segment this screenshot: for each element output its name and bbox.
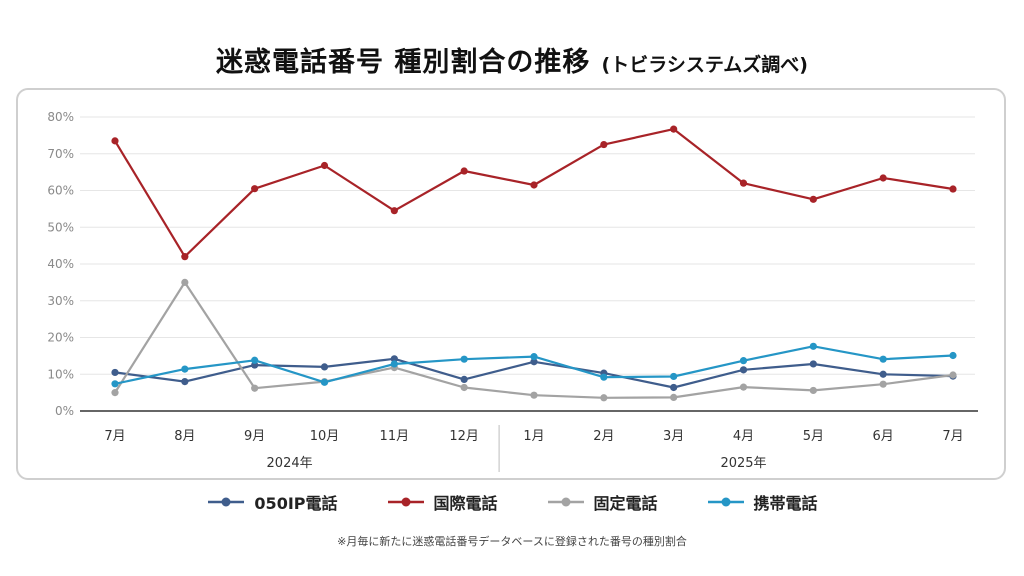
data-point bbox=[390, 360, 398, 368]
data-point bbox=[530, 353, 538, 361]
y-tick-label: 50% bbox=[47, 220, 74, 234]
chart-title-row: 迷惑電話番号 種別割合の推移 (トビラシステムズ調べ) bbox=[0, 40, 1024, 79]
data-point bbox=[949, 185, 957, 193]
y-tick-label: 0% bbox=[55, 404, 74, 418]
y-tick-label: 30% bbox=[47, 294, 74, 308]
x-tick-label: 10月 bbox=[310, 429, 340, 444]
x-tick-label: 12月 bbox=[449, 429, 479, 444]
series-line bbox=[114, 281, 954, 399]
data-point bbox=[670, 372, 678, 381]
data-point bbox=[251, 185, 259, 193]
legend-swatch bbox=[387, 497, 424, 507]
legend-label: 携帯電話 bbox=[753, 494, 818, 513]
y-tick-label: 10% bbox=[47, 367, 74, 381]
chart-subtitle: (トビラシステムズ調べ) bbox=[601, 54, 808, 76]
legend-item: 固定電話 bbox=[546, 490, 658, 514]
chart-title: 迷惑電話番号 種別割合の推移 bbox=[216, 47, 591, 78]
data-point bbox=[320, 378, 329, 386]
data-point bbox=[111, 380, 119, 388]
legend-label: 固定電話 bbox=[593, 494, 658, 513]
data-point bbox=[739, 366, 748, 374]
data-point bbox=[809, 386, 817, 395]
x-tick-label: 5月 bbox=[803, 429, 824, 444]
y-tick-label: 70% bbox=[47, 147, 74, 161]
legend-item: 携帯電話 bbox=[706, 490, 818, 514]
year-label: 2024年 bbox=[267, 456, 313, 471]
data-point bbox=[809, 195, 817, 203]
data-point bbox=[460, 167, 468, 175]
legend-label: 国際電話 bbox=[433, 494, 498, 513]
data-point bbox=[949, 371, 957, 379]
data-point bbox=[809, 360, 817, 368]
line-chart: 0% 10% 20% 30% 40% 50% 60% 70% 80% 7月 8月 9月 10月 11月 12… bbox=[47, 110, 978, 472]
data-point bbox=[320, 363, 329, 371]
y-tick-label: 40% bbox=[47, 257, 74, 271]
data-point bbox=[670, 393, 678, 402]
data-point bbox=[600, 394, 608, 402]
data-point bbox=[879, 174, 887, 182]
data-point bbox=[739, 383, 748, 391]
data-point bbox=[251, 356, 259, 364]
legend-item: 050IP電話 bbox=[206, 490, 338, 514]
data-point bbox=[670, 383, 678, 392]
footnote: ※月毎に新たに迷惑電話番号データベースに登録された番号の種別割合 bbox=[337, 535, 687, 548]
data-point bbox=[181, 278, 189, 286]
data-point bbox=[460, 375, 468, 383]
data-point bbox=[530, 391, 538, 399]
data-point bbox=[739, 179, 748, 187]
data-point bbox=[111, 137, 119, 145]
x-tick-label: 9月 bbox=[244, 429, 265, 444]
series-line bbox=[114, 128, 954, 258]
data-point bbox=[530, 358, 538, 366]
legend-item: 国際電話 bbox=[386, 490, 498, 514]
data-point bbox=[111, 389, 119, 397]
x-tick-label: 4月 bbox=[733, 429, 754, 444]
data-point bbox=[181, 378, 189, 386]
data-point bbox=[670, 125, 678, 133]
x-tick-label: 2月 bbox=[593, 429, 614, 444]
legend-swatch bbox=[707, 497, 744, 507]
legend-label: 050IP電話 bbox=[254, 494, 338, 513]
chart-panel bbox=[16, 88, 1006, 480]
x-tick-label: 8月 bbox=[174, 429, 195, 444]
data-point bbox=[251, 384, 259, 392]
x-tick-label: 11月 bbox=[380, 429, 410, 444]
data-point bbox=[530, 181, 538, 189]
data-point bbox=[460, 355, 468, 363]
legend-swatch bbox=[208, 497, 245, 507]
data-point bbox=[181, 365, 189, 373]
data-point bbox=[600, 373, 608, 381]
data-point bbox=[600, 140, 608, 149]
data-point bbox=[879, 355, 887, 363]
data-point bbox=[739, 357, 748, 365]
x-tick-label: 1月 bbox=[523, 429, 544, 444]
x-tick-label: 7月 bbox=[104, 429, 125, 444]
data-point bbox=[390, 355, 398, 363]
data-point bbox=[879, 370, 887, 378]
x-tick-label: 6月 bbox=[873, 429, 894, 444]
data-point bbox=[111, 368, 119, 377]
year-label: 2025年 bbox=[720, 456, 766, 471]
data-point bbox=[181, 253, 189, 261]
y-tick-label: 60% bbox=[47, 184, 74, 198]
data-point bbox=[390, 207, 398, 215]
y-tick-label: 80% bbox=[47, 110, 74, 124]
data-point bbox=[949, 351, 957, 360]
legend-swatch bbox=[547, 497, 584, 507]
x-tick-label: 7月 bbox=[942, 429, 963, 444]
data-point bbox=[879, 380, 887, 388]
data-point bbox=[320, 161, 329, 170]
x-tick-label: 3月 bbox=[663, 429, 684, 444]
chart-legend: 050IP電話 国際電話 固定電話 携帯電話 bbox=[0, 490, 1024, 514]
data-point bbox=[460, 383, 468, 392]
data-point bbox=[809, 342, 817, 350]
y-tick-label: 20% bbox=[47, 331, 74, 345]
